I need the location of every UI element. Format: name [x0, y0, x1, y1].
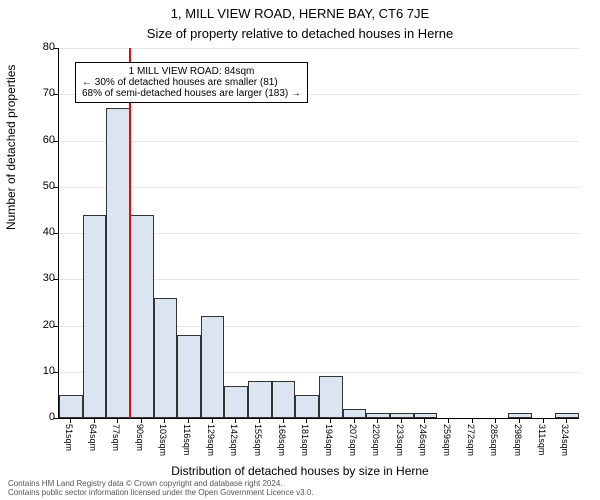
histogram-bar — [248, 381, 272, 418]
x-tick-mark — [472, 418, 473, 423]
histogram-bar — [177, 335, 201, 418]
annotation-line: ← 30% of detached houses are smaller (81… — [82, 77, 301, 88]
x-tick-mark — [306, 418, 307, 423]
histogram-bar — [319, 376, 343, 418]
x-tick-mark — [330, 418, 331, 423]
histogram-bar — [106, 108, 130, 418]
x-tick-label: 90sqm — [135, 424, 145, 451]
x-tick-mark — [212, 418, 213, 423]
reference-marker — [129, 48, 131, 418]
gridline — [59, 187, 579, 188]
x-tick-mark — [495, 418, 496, 423]
histogram-bar — [154, 298, 178, 418]
attribution-footer: Contains HM Land Registry data © Crown c… — [8, 480, 314, 498]
annotation-line: 68% of semi-detached houses are larger (… — [82, 88, 301, 99]
x-tick-label: 168sqm — [277, 424, 287, 456]
y-tick-label: 70 — [29, 87, 55, 99]
x-tick-mark — [141, 418, 142, 423]
x-tick-mark — [94, 418, 95, 423]
x-tick-label: 181sqm — [300, 424, 310, 456]
x-tick-mark — [448, 418, 449, 423]
histogram-bar — [343, 409, 367, 418]
histogram-bar — [272, 381, 296, 418]
x-tick-mark — [354, 418, 355, 423]
x-tick-mark — [377, 418, 378, 423]
y-tick-label: 0 — [29, 411, 55, 423]
x-tick-label: 64sqm — [88, 424, 98, 451]
x-tick-mark — [283, 418, 284, 423]
y-tick-label: 10 — [29, 365, 55, 377]
histogram-bar — [59, 395, 83, 418]
x-tick-mark — [424, 418, 425, 423]
x-tick-mark — [401, 418, 402, 423]
gridline — [59, 141, 579, 142]
x-tick-label: 220sqm — [371, 424, 381, 456]
histogram-bar — [295, 395, 319, 418]
x-tick-label: 194sqm — [324, 424, 334, 456]
gridline — [59, 48, 579, 49]
figure: 1, MILL VIEW ROAD, HERNE BAY, CT6 7JE Si… — [0, 0, 600, 500]
x-tick-label: 51sqm — [64, 424, 74, 451]
x-tick-label: 142sqm — [229, 424, 239, 456]
x-tick-mark — [117, 418, 118, 423]
y-axis-label: Number of detached properties — [4, 65, 18, 230]
y-tick-label: 80 — [29, 41, 55, 53]
histogram-bar — [83, 215, 107, 419]
x-tick-mark — [164, 418, 165, 423]
title-line-2: Size of property relative to detached ho… — [0, 26, 600, 41]
x-tick-mark — [259, 418, 260, 423]
histogram-bar — [224, 386, 248, 418]
x-tick-label: 324sqm — [560, 424, 570, 456]
x-tick-label: 246sqm — [418, 424, 428, 456]
x-tick-mark — [70, 418, 71, 423]
x-tick-label: 155sqm — [253, 424, 263, 456]
y-tick-label: 30 — [29, 272, 55, 284]
y-tick-label: 20 — [29, 319, 55, 331]
x-tick-label: 77sqm — [111, 424, 121, 451]
x-tick-mark — [543, 418, 544, 423]
y-tick-label: 50 — [29, 180, 55, 192]
annotation-line: 1 MILL VIEW ROAD: 84sqm — [82, 66, 301, 77]
x-tick-mark — [188, 418, 189, 423]
x-tick-mark — [519, 418, 520, 423]
title-line-1: 1, MILL VIEW ROAD, HERNE BAY, CT6 7JE — [0, 6, 600, 21]
y-tick-label: 40 — [29, 226, 55, 238]
plot-area: 0102030405060708051sqm64sqm77sqm90sqm103… — [58, 48, 579, 419]
annotation-box: 1 MILL VIEW ROAD: 84sqm← 30% of detached… — [75, 62, 308, 103]
x-tick-mark — [235, 418, 236, 423]
x-tick-label: 259sqm — [442, 424, 452, 456]
y-tick-label: 60 — [29, 134, 55, 146]
x-tick-label: 233sqm — [395, 424, 405, 456]
x-tick-mark — [566, 418, 567, 423]
footer-line-2: Contains public sector information licen… — [8, 489, 314, 498]
x-tick-label: 129sqm — [206, 424, 216, 456]
x-tick-label: 103sqm — [158, 424, 168, 456]
histogram-bar — [201, 316, 225, 418]
histogram-bar — [130, 215, 154, 419]
x-tick-label: 298sqm — [513, 424, 523, 456]
x-tick-label: 285sqm — [489, 424, 499, 456]
x-axis-label: Distribution of detached houses by size … — [0, 464, 600, 478]
x-tick-label: 207sqm — [348, 424, 358, 456]
x-tick-label: 311sqm — [537, 424, 547, 455]
x-tick-label: 116sqm — [182, 424, 192, 455]
x-tick-label: 272sqm — [466, 424, 476, 456]
